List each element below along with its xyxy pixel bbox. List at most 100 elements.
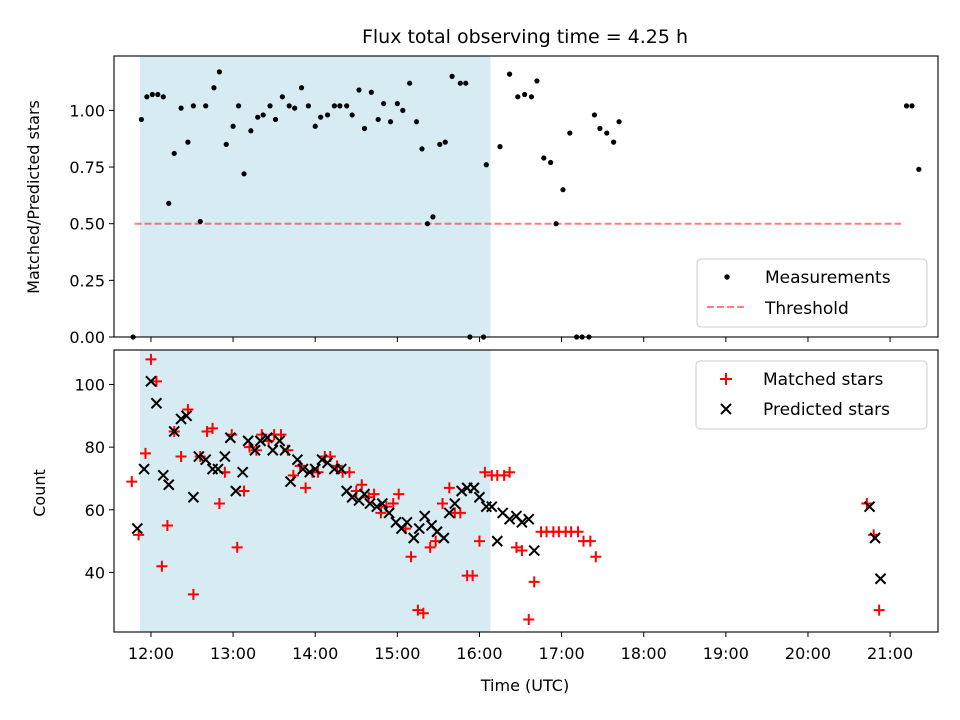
matched-star-point: [145, 353, 157, 365]
bottom-plot: 40 60 80 100 12:00 13:00 14:00 15:00 16:00 17:00…: [30, 349, 939, 695]
predicted-star-point: [212, 463, 224, 475]
top-x-ticks: [150, 337, 891, 342]
measurement-point: [292, 105, 298, 111]
predicted-star-point: [224, 432, 237, 444]
matched-star-point: [231, 541, 243, 553]
predicted-star-point: [443, 507, 456, 519]
measurement-point: [419, 146, 425, 152]
measurement-point: [541, 155, 547, 161]
legend-label-matched: Matched stars: [763, 370, 883, 390]
predicted-star-point: [145, 375, 157, 388]
measurement-point: [368, 89, 374, 95]
matched-star-point: [584, 535, 596, 547]
legend-label-predicted: Predicted stars: [763, 400, 890, 420]
measurement-point: [155, 91, 161, 98]
measurements-layer: [130, 69, 922, 340]
measurement-point: [916, 166, 922, 172]
matched-star-point: [528, 576, 540, 588]
matched-star-point: [387, 498, 399, 510]
measurement-point: [190, 103, 196, 109]
predicted-star-point: [401, 516, 413, 529]
measurement-point: [903, 103, 910, 109]
y-tick-label: 0.00: [69, 328, 105, 347]
measurement-point: [616, 119, 622, 125]
measurement-point: [483, 162, 489, 168]
bottom-y-axis-label: Count: [30, 469, 49, 517]
bottom-plot-frame: [113, 349, 939, 633]
measurement-point: [604, 130, 610, 136]
x-tick-label: 12:00: [128, 644, 174, 663]
predicted-star-point: [304, 466, 316, 478]
matched-star-point: [417, 607, 429, 619]
matched-star-point: [473, 535, 485, 547]
y-tick-label: 40: [85, 563, 105, 582]
predicted-star-point: [254, 435, 267, 447]
legend-label-threshold: Threshold: [764, 299, 849, 319]
predicted-star-point: [335, 463, 347, 475]
measurement-point: [528, 94, 535, 100]
measurement-point: [424, 221, 431, 227]
measurement-point: [248, 128, 254, 134]
matched-star-point: [161, 519, 173, 531]
matched-star-point: [454, 507, 466, 519]
measurement-point: [497, 144, 503, 150]
shaded-observing-span: [140, 350, 491, 632]
y-tick-label: 1.00: [69, 101, 105, 120]
measurement-point: [260, 112, 266, 118]
x-tick-label: 13:00: [210, 644, 256, 663]
predicted-star-point: [193, 450, 205, 463]
predicted-star-point: [358, 488, 371, 500]
y-tick-label: 100: [74, 375, 105, 394]
measurement-point: [286, 103, 292, 109]
x-axis-label: Time (UTC): [480, 676, 569, 695]
x-tick-label: 17:00: [539, 644, 585, 663]
y-tick-label: 0.75: [69, 158, 105, 177]
shaded-observing-span: [140, 56, 491, 337]
y-tick-label: 80: [85, 438, 105, 457]
measurement-point: [230, 123, 236, 129]
matched-star-point: [126, 476, 138, 488]
measurement-point: [506, 71, 513, 77]
matched-star-point: [356, 479, 368, 491]
x-tick-label: 20:00: [785, 644, 831, 663]
matched-star-point: [150, 375, 162, 387]
measurement-point: [272, 116, 279, 123]
predicted-star-point: [150, 397, 163, 409]
matched-star-point: [368, 488, 380, 500]
matched-star-point: [238, 485, 250, 497]
predicted-star-point: [473, 491, 486, 503]
bottom-legend-box: [695, 360, 928, 430]
measurement-point: [387, 119, 394, 125]
top-shaded-span: [140, 56, 491, 337]
matched-star-point: [523, 613, 535, 625]
measurement-point: [255, 114, 261, 120]
predicted-star-point: [138, 463, 150, 475]
top-y-axis-label: Matched/Predicted stars: [24, 100, 43, 294]
x-tick-label: 21:00: [867, 644, 913, 663]
measurement-point: [591, 112, 598, 118]
predicted-star-point: [491, 535, 503, 547]
predicted-star-point: [383, 507, 395, 519]
x-tick-label: 16:00: [456, 644, 502, 663]
measurement-point: [597, 125, 603, 132]
matched-star-point: [175, 451, 187, 463]
measurement-point: [442, 139, 448, 145]
top-plot: 0.00 0.25 0.50 0.75 1.00 Matched/Predicted s…: [24, 55, 939, 347]
measurement-point: [160, 94, 166, 100]
predicted-star-point: [449, 497, 461, 510]
predicted-star-point: [249, 444, 261, 456]
matched-star-point: [139, 447, 151, 459]
measurement-point: [361, 125, 368, 132]
predicted-star-point: [175, 413, 187, 425]
measurement-point: [457, 80, 463, 86]
measurement-point: [534, 78, 540, 84]
bottom-y-axis: 40 60 80 100: [74, 375, 114, 582]
measurement-point: [166, 200, 172, 206]
predicted-star-point: [371, 500, 383, 513]
legend-marker-predicted: [720, 403, 732, 415]
predicted-star-point: [131, 522, 143, 535]
matched-star-point: [405, 551, 417, 563]
measurement-point: [567, 130, 573, 136]
predicted-star-point: [413, 522, 425, 535]
measurement-point: [178, 105, 184, 111]
